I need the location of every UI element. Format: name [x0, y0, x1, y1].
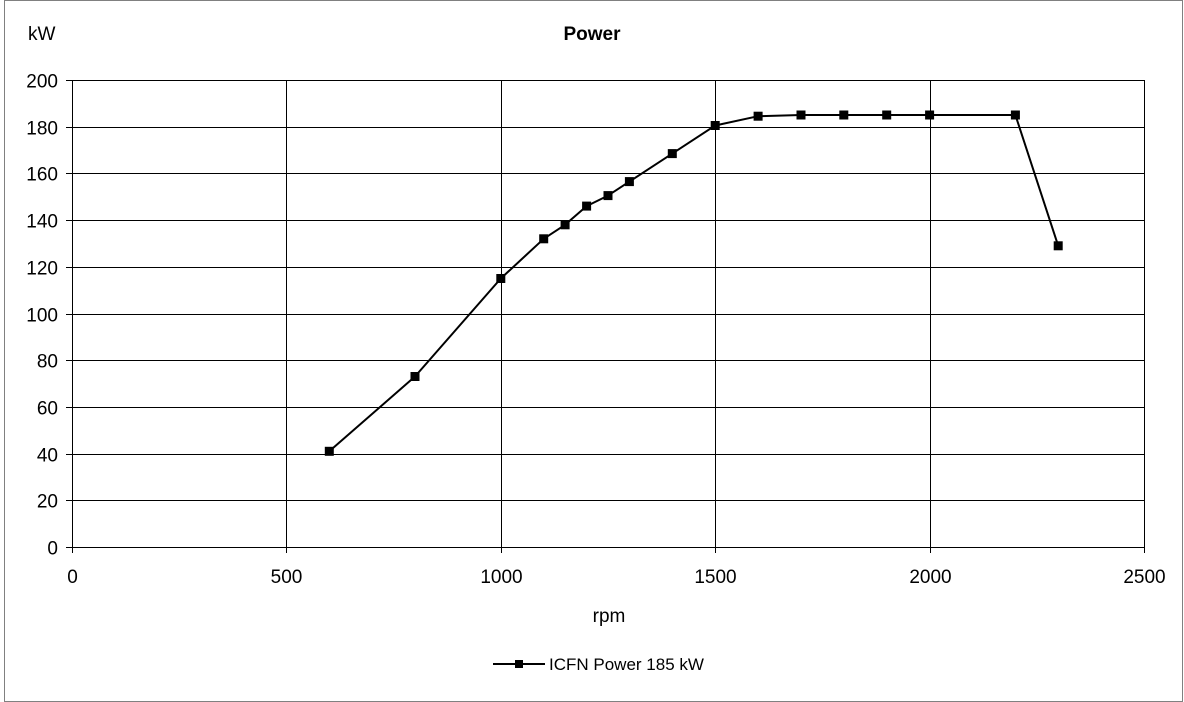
data-point-marker — [603, 191, 613, 201]
x-tick-label: 1500 — [694, 567, 736, 588]
x-axis-label: rpm — [593, 606, 626, 627]
x-tick-label: 500 — [271, 567, 303, 588]
legend-series-marker — [515, 660, 523, 668]
data-point-marker — [624, 177, 634, 187]
legend: ICFN Power 185 kW — [493, 655, 704, 674]
chart-border — [4, 0, 1183, 702]
series-lines — [324, 110, 1063, 456]
y-tick-label: 180 — [26, 119, 58, 140]
x-tick-label: 0 — [67, 567, 78, 588]
x-tick-label: 1000 — [480, 567, 522, 588]
data-point-marker — [410, 372, 420, 381]
data-point-marker — [753, 111, 763, 121]
data-point-marker — [1053, 241, 1063, 251]
y-tick-label: 0 — [47, 539, 58, 560]
data-point-marker — [667, 149, 677, 159]
data-point-marker — [882, 110, 892, 120]
data-point-marker — [925, 110, 935, 120]
data-point-marker — [324, 446, 334, 456]
y-tick-label: 200 — [26, 72, 58, 93]
data-point-marker — [496, 274, 506, 283]
y-tick-label: 80 — [37, 352, 58, 373]
y-tick-label: 40 — [37, 446, 58, 467]
x-tick-label: 2000 — [909, 567, 951, 588]
y-tick-label: 120 — [26, 259, 58, 280]
data-point-marker — [560, 220, 570, 230]
y-tick-label: 20 — [37, 492, 58, 513]
axes — [66, 80, 1145, 553]
y-tick-label: 100 — [26, 306, 58, 327]
data-point-marker — [582, 201, 592, 211]
y-tick-label: 140 — [26, 212, 58, 233]
data-point-marker — [1010, 110, 1020, 120]
data-point-marker — [710, 121, 720, 130]
chart-title: Power — [563, 24, 621, 45]
legend-series-label: ICFN Power 185 kW — [549, 655, 704, 674]
y-axis-unit-label: kW — [28, 24, 56, 45]
x-tick-label: 2500 — [1123, 567, 1165, 588]
y-tick-label: 60 — [37, 399, 58, 420]
data-point-marker — [839, 110, 849, 120]
y-tick-label: 160 — [26, 165, 58, 186]
data-point-marker — [539, 234, 549, 244]
data-point-marker — [796, 110, 806, 120]
